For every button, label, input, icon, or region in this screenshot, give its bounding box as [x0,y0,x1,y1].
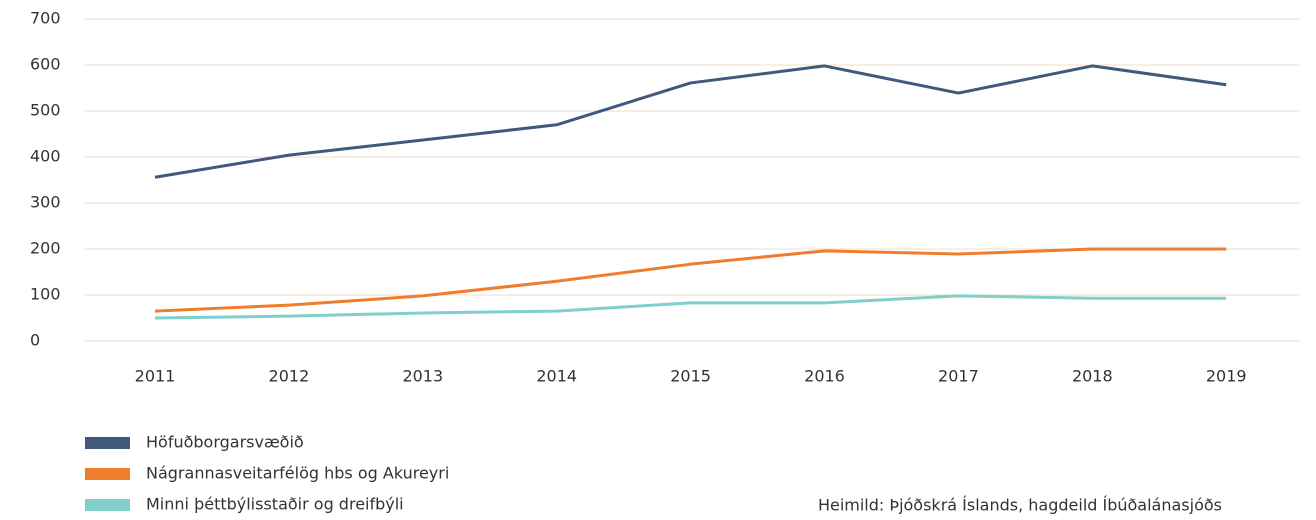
legend-label: Minni þéttbýlisstaðir og dreifbýli [146,495,404,514]
x-tick-label: 2018 [1072,367,1113,386]
legend-swatch [85,468,130,480]
source-note: Heimild: Þjóðskrá Íslands, hagdeild Íbúð… [818,496,1222,515]
x-tick-label: 2015 [670,367,711,386]
y-tick-label: 100 [30,285,61,304]
y-tick-label: 500 [30,101,61,120]
x-tick-label: 2014 [536,367,577,386]
x-tick-label: 2013 [402,367,443,386]
y-tick-label: 200 [30,239,61,258]
x-tick-label: 2019 [1206,367,1247,386]
x-tick-label: 2011 [135,367,176,386]
legend-label: Nágrannasveitarfélög hbs og Akureyri [146,464,449,483]
line-series [154,247,1227,313]
legend-swatch [85,437,130,449]
x-tick-label: 2016 [804,367,845,386]
y-tick-label: 700 [30,9,61,28]
y-tick-label: 600 [30,55,61,74]
y-tick-label: 300 [30,193,61,212]
y-tick-label: 400 [30,147,61,166]
line-series [154,64,1227,179]
y-tick-label: 0 [30,331,40,350]
line-series [154,294,1227,320]
x-tick-label: 2017 [938,367,979,386]
legend-swatch [85,499,130,511]
x-tick-label: 2012 [269,367,310,386]
legend-label: Höfuðborgarsvæðið [146,433,304,452]
